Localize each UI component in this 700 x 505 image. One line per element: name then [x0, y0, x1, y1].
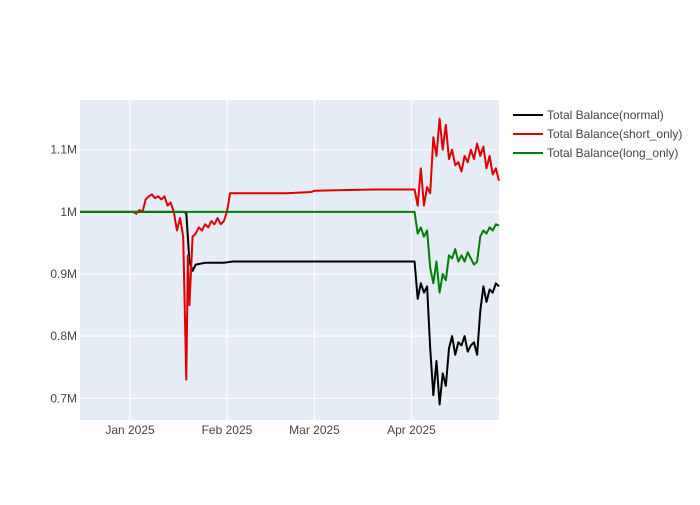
y-tick-label: 1M [60, 205, 77, 219]
y-tick-label: 1.1M [50, 143, 77, 157]
legend-label: Total Balance(short_only) [547, 127, 682, 141]
series-lines [80, 117, 500, 406]
y-tick-label: 0.9M [50, 267, 77, 281]
y-tick-label: 0.8M [50, 329, 77, 343]
y-tick-label: 0.7M [50, 391, 77, 405]
series-line-3 [80, 210, 500, 294]
legend-item-2[interactable]: Total Balance(short_only) [513, 127, 682, 141]
legend-item-1[interactable]: Total Balance(normal) [513, 108, 664, 122]
legend-label: Total Balance(normal) [547, 108, 664, 122]
x-tick-label: Apr 2025 [387, 423, 436, 437]
x-tick-label: Jan 2025 [105, 423, 155, 437]
y-axis-ticks: 0.7M 0.8M 0.9M 1M 1.1M [50, 143, 77, 406]
x-tick-label: Mar 2025 [289, 423, 340, 437]
x-axis-ticks: Jan 2025 Feb 2025 Mar 2025 Apr 2025 [105, 423, 436, 437]
legend-item-3[interactable]: Total Balance(long_only) [513, 146, 678, 160]
x-tick-label: Feb 2025 [202, 423, 253, 437]
legend-label: Total Balance(long_only) [547, 146, 678, 160]
series-line-2 [80, 117, 500, 381]
legend[interactable]: Total Balance(normal) Total Balance(short… [513, 108, 682, 160]
